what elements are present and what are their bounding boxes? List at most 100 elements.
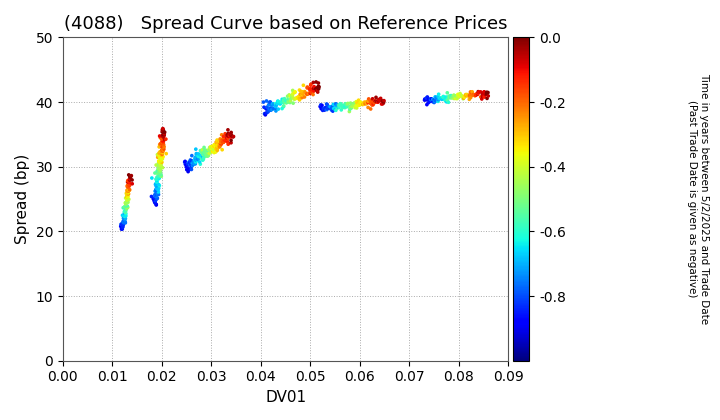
Point xyxy=(222,135,234,142)
Point xyxy=(456,93,468,100)
Point xyxy=(205,145,217,152)
Point xyxy=(121,191,132,198)
Point xyxy=(342,100,354,107)
Point xyxy=(459,93,471,100)
Point xyxy=(157,164,168,171)
Point xyxy=(258,104,270,110)
Point xyxy=(115,221,127,228)
Point xyxy=(222,126,234,133)
Point xyxy=(214,144,225,150)
Point xyxy=(372,98,384,105)
Point xyxy=(433,95,445,102)
Point xyxy=(158,127,169,134)
Point xyxy=(153,181,165,188)
Point xyxy=(203,147,215,153)
Point xyxy=(117,220,128,227)
Point xyxy=(125,172,137,179)
Point xyxy=(187,161,199,168)
Point xyxy=(469,92,481,98)
Point xyxy=(215,141,227,147)
Point xyxy=(330,102,341,108)
Point xyxy=(120,207,131,214)
Point xyxy=(454,93,465,100)
Point xyxy=(345,100,356,106)
Point xyxy=(216,138,228,144)
Point xyxy=(343,108,355,115)
Point xyxy=(451,95,463,102)
Point xyxy=(194,159,205,165)
Point xyxy=(221,134,233,140)
Point xyxy=(442,94,454,100)
Point xyxy=(125,176,136,183)
Point xyxy=(153,153,165,160)
Point xyxy=(294,94,306,101)
Point xyxy=(183,159,194,165)
Point xyxy=(301,91,312,98)
Point xyxy=(378,100,390,106)
Point xyxy=(122,189,134,196)
Point xyxy=(481,91,492,97)
Point xyxy=(341,102,352,108)
Point xyxy=(465,94,477,101)
Point xyxy=(279,98,290,105)
Point xyxy=(444,94,455,101)
Point xyxy=(339,100,351,107)
Point xyxy=(358,100,369,107)
Point xyxy=(263,108,274,114)
Point xyxy=(118,220,130,226)
Point xyxy=(157,126,168,132)
Point xyxy=(287,100,299,107)
Point xyxy=(122,184,133,191)
Point xyxy=(363,95,374,102)
Point xyxy=(302,91,313,97)
Point xyxy=(157,155,168,162)
Point xyxy=(289,89,300,96)
Point xyxy=(212,143,224,150)
Point xyxy=(423,96,434,103)
Point xyxy=(264,99,275,106)
Point xyxy=(452,91,464,98)
Point xyxy=(354,100,366,107)
Point xyxy=(378,98,390,105)
Point xyxy=(340,103,351,110)
Point xyxy=(477,93,488,100)
Point xyxy=(202,153,213,160)
Point xyxy=(211,142,222,149)
Point xyxy=(295,88,307,95)
Point xyxy=(153,186,164,193)
Point xyxy=(123,196,135,202)
Point xyxy=(344,106,356,113)
Point xyxy=(153,191,164,198)
Point xyxy=(271,100,283,107)
Point xyxy=(157,153,168,160)
Point xyxy=(222,140,234,147)
Point xyxy=(120,211,131,218)
Point xyxy=(153,185,164,192)
Point xyxy=(330,103,341,110)
Point xyxy=(333,104,345,110)
Point xyxy=(156,129,168,135)
Point xyxy=(313,85,325,92)
Point xyxy=(153,173,165,180)
Point xyxy=(471,91,482,97)
Point xyxy=(279,95,290,102)
Point xyxy=(373,96,384,103)
Point xyxy=(328,105,340,112)
Point xyxy=(449,95,460,102)
Point xyxy=(153,182,165,189)
Point xyxy=(366,98,377,105)
Point xyxy=(367,102,379,108)
Point xyxy=(323,104,334,110)
Point xyxy=(153,152,165,158)
Point xyxy=(150,188,162,194)
Point xyxy=(472,90,484,97)
Point xyxy=(331,102,343,108)
Point xyxy=(151,175,163,182)
Point xyxy=(482,89,494,96)
Point xyxy=(221,132,233,139)
Point xyxy=(450,92,462,99)
Point xyxy=(154,142,166,148)
Point xyxy=(467,89,478,95)
Point xyxy=(185,164,197,171)
Title: (4088)   Spread Curve based on Reference Prices: (4088) Spread Curve based on Reference P… xyxy=(64,15,508,33)
